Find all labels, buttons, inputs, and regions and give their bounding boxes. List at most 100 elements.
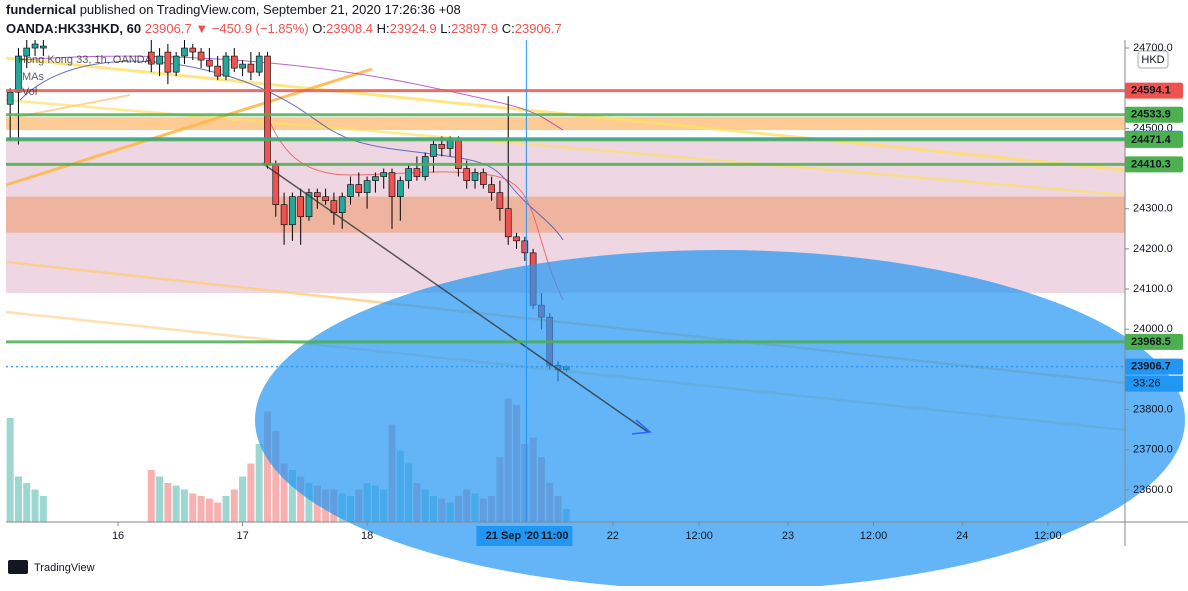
candle-body [513, 236, 520, 242]
level-label-box [1125, 131, 1183, 148]
volume-bar [305, 483, 313, 522]
candle-body [521, 240, 529, 254]
candle-body [289, 196, 296, 226]
candle-body [222, 55, 230, 77]
candle-body [40, 45, 47, 49]
candle-body [430, 144, 437, 157]
volume-bar [297, 476, 305, 522]
x-tick-label: 17 [236, 530, 248, 542]
volume-bar [272, 431, 280, 522]
volume-bar [247, 463, 255, 522]
x-tick-label: 12:00 [860, 530, 888, 542]
drawing-line [261, 162, 649, 433]
level-label-box [1125, 156, 1183, 173]
candle-body [421, 156, 429, 177]
candle-body [322, 196, 329, 201]
crosshair-label-box [476, 526, 573, 546]
plot [5, 40, 1185, 590]
l-value: 23897.9 [451, 21, 498, 36]
candle-body [15, 55, 22, 93]
candle-body [6, 91, 14, 105]
volume-bar [214, 502, 222, 522]
author-name: fundernical [6, 2, 76, 17]
candle-body [247, 63, 255, 73]
y-tick-label: 24200.0 [1133, 243, 1173, 255]
level-label-box [1125, 106, 1183, 123]
candle-body [347, 184, 354, 197]
change: ▼ −450.9 (−1.85%) [195, 21, 308, 36]
volume-bar [6, 418, 14, 522]
y-tick-label: 23700.0 [1133, 444, 1173, 456]
c-value: 23906.7 [515, 21, 562, 36]
candle-body [463, 168, 471, 181]
candle-body [214, 65, 221, 77]
volume-bar [222, 496, 230, 522]
candle-body [480, 172, 487, 185]
crosshair-label: 11:00 [541, 530, 569, 542]
volume-bar [147, 470, 155, 522]
candle-body [164, 51, 172, 73]
candle-body [23, 47, 31, 57]
zone [6, 196, 1125, 233]
volume-bar [164, 483, 172, 522]
crosshair-label: 21 Sep '20 [486, 530, 539, 542]
level-label-box [1125, 82, 1183, 99]
volume-bar [189, 493, 197, 522]
candle-body [181, 47, 188, 57]
candle-body [496, 192, 504, 209]
candle-body [488, 184, 495, 193]
candle-body [264, 55, 271, 165]
y-tick-label: 23800.0 [1133, 403, 1173, 415]
x-tick-label: 24 [956, 530, 968, 542]
zone [6, 117, 1125, 130]
candle-body [297, 196, 304, 218]
published: published on TradingView.com, September … [80, 2, 461, 17]
author: fundernical published on TradingView.com… [6, 2, 461, 17]
candle-body [230, 55, 238, 69]
y-tick-label: 24100.0 [1133, 283, 1173, 295]
candle-body [413, 168, 421, 177]
drawing-line [264, 109, 564, 301]
volume-bar [31, 489, 39, 522]
legend-mas: MAs [22, 71, 45, 83]
candle-body [189, 47, 197, 53]
legend-series: Hong Kong 33, 1h, OANDA [18, 54, 153, 66]
candle-body [380, 172, 388, 177]
candle-body [313, 192, 321, 197]
level-label: 24410.3 [1131, 158, 1171, 170]
countdown-box [1125, 375, 1183, 392]
volume-bar [39, 496, 47, 522]
x-tick-label: 12:00 [685, 530, 713, 542]
candle-body [172, 55, 180, 73]
symbol-line: OANDA:HK33HKD, 60 23906.7 ▼ −450.9 (−1.8… [6, 21, 562, 36]
o-label: O: [312, 21, 326, 36]
y-tick-label: 24700.0 [1133, 42, 1173, 54]
currency: HKD [1141, 54, 1164, 66]
volume-bar [255, 444, 263, 522]
y-tick-label: 23600.0 [1133, 484, 1173, 496]
volume-bar [239, 476, 247, 522]
volume-bar [197, 496, 205, 522]
x-tick-label: 12:00 [1034, 530, 1062, 542]
candle-body [504, 208, 512, 238]
volume-bar [263, 411, 271, 522]
ellipse-drawing [255, 250, 1185, 590]
candle-body [438, 144, 446, 149]
candle-body [239, 63, 246, 69]
candle-body [197, 51, 205, 61]
x-tick-label: 18 [361, 530, 373, 542]
volume-bar [180, 489, 188, 522]
c-label: C: [502, 21, 515, 36]
volume-bar [288, 470, 296, 522]
volume-bar [172, 485, 180, 522]
candle-body [397, 180, 404, 197]
y-tick-label: 24300.0 [1133, 203, 1173, 215]
x-tick-label: 22 [607, 530, 619, 542]
volume-bar [14, 476, 22, 522]
level-label: 24594.1 [1131, 84, 1171, 96]
candle-body [446, 140, 454, 149]
candle-body [305, 192, 313, 218]
o-value: 23908.4 [326, 21, 373, 36]
candle-body [338, 196, 346, 214]
